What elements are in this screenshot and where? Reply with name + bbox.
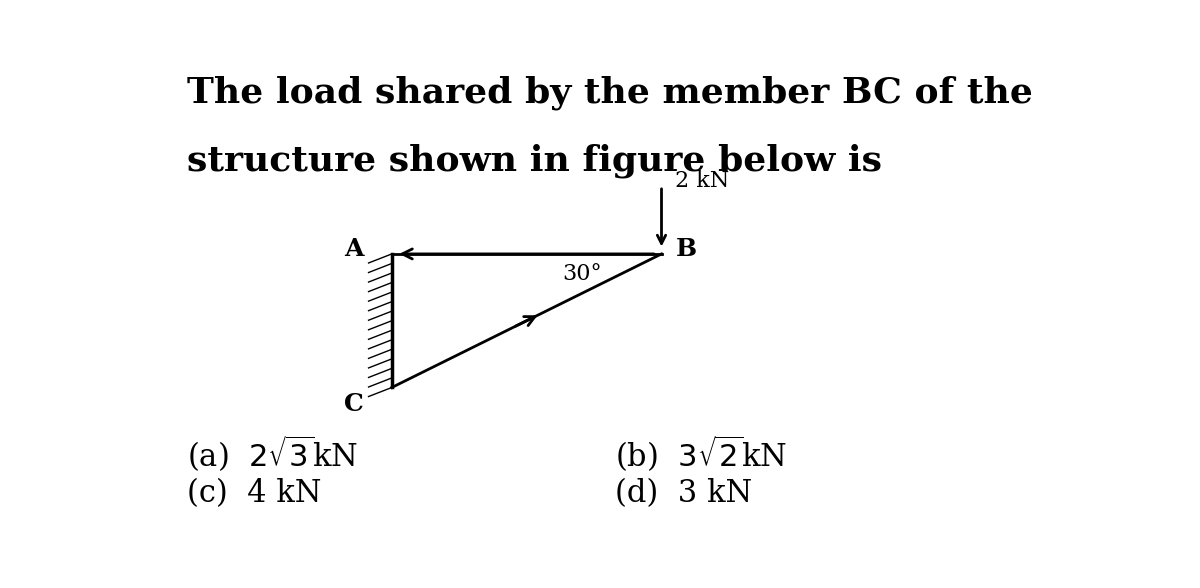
Text: A: A (344, 238, 364, 262)
Text: (a)  $2\sqrt{3}$kN: (a) $2\sqrt{3}$kN (187, 433, 358, 473)
Text: (c)  4 kN: (c) 4 kN (187, 478, 322, 509)
Text: 30°: 30° (563, 263, 602, 285)
Text: 2 kN: 2 kN (676, 171, 730, 192)
Text: (d)  3 kN: (d) 3 kN (616, 478, 752, 509)
Text: (b)  $3\sqrt{2}$kN: (b) $3\sqrt{2}$kN (616, 433, 787, 473)
Text: B: B (676, 238, 696, 262)
Text: C: C (344, 392, 364, 416)
Text: The load shared by the member BC of the: The load shared by the member BC of the (187, 75, 1033, 109)
Text: structure shown in figure below is: structure shown in figure below is (187, 143, 882, 178)
